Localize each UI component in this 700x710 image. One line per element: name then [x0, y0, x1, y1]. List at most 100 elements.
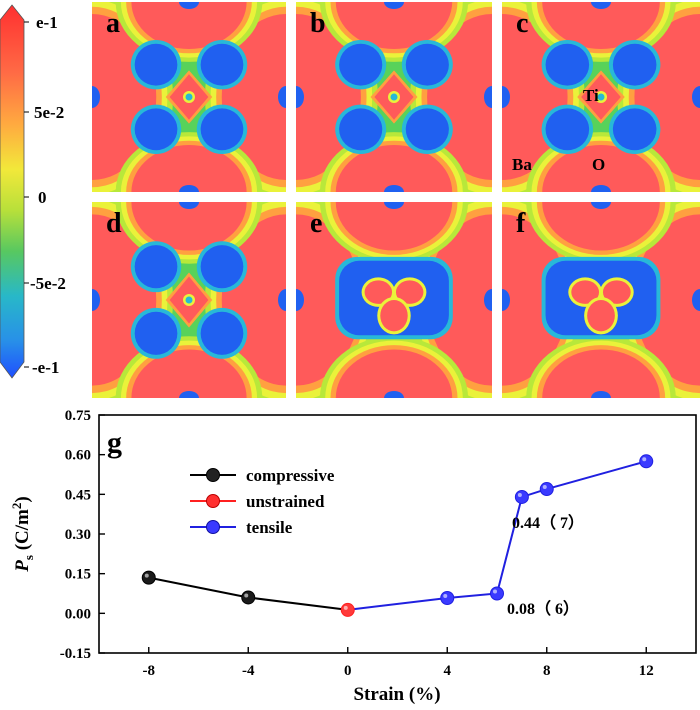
o-core: [179, 202, 199, 209]
data-point-tensile: [514, 489, 529, 504]
y-axis-symbol: P: [12, 560, 33, 573]
contour-panel-a: a: [92, 2, 286, 192]
legend-label: tensile: [246, 518, 293, 537]
annotation-label: 0.44（ 7）: [512, 514, 584, 532]
legend-item-unstrained: unstrained: [190, 492, 325, 511]
y-tick-label: -0.15: [60, 646, 91, 662]
o-core: [179, 2, 199, 9]
y-tick-label: 0.60: [65, 448, 91, 464]
legend-marker: [206, 520, 220, 534]
panel-label: f: [516, 208, 526, 239]
data-point-highlight: [144, 573, 149, 578]
ba-core: [484, 289, 492, 311]
ti-core: [185, 93, 193, 101]
o-core: [179, 391, 199, 398]
y-axis-sup: 2: [9, 503, 24, 510]
ti-lobe: [602, 280, 631, 304]
data-point-highlight: [517, 492, 522, 497]
o-core: [179, 185, 199, 192]
contour-panels: a b c d e f: [92, 2, 700, 398]
x-tick-label: 4: [444, 663, 452, 679]
annotation-label: 0.08（ 6）: [507, 600, 579, 618]
colorbar-tick-label: e-1: [36, 13, 58, 32]
y-tick-label: 0.00: [65, 606, 91, 622]
o-core: [384, 391, 404, 398]
o-lobe: [542, 2, 660, 50]
chart-panel-label: g: [107, 426, 122, 459]
ba-lobe: [502, 214, 568, 386]
ba-lobe: [296, 214, 361, 386]
ba-lobe: [634, 214, 700, 386]
ti-lobe: [380, 300, 408, 332]
depletion-core: [339, 43, 383, 86]
o-lobe: [542, 349, 660, 398]
o-lobe: [542, 202, 660, 251]
data-point-highlight: [542, 485, 547, 490]
y-axis-subscript: s: [21, 555, 36, 560]
atom-label-o: O: [592, 155, 605, 174]
x-tick-label: 0: [344, 663, 352, 679]
o-lobe: [335, 144, 453, 192]
y-tick-label: 0.45: [65, 487, 91, 503]
depletion-core: [200, 108, 244, 151]
depletion-core: [405, 43, 449, 86]
o-core: [591, 391, 611, 398]
data-point-compressive: [141, 570, 156, 585]
colorbar-tick-label: 0: [38, 188, 47, 207]
data-point-tensile: [440, 590, 455, 605]
colorbar-ticks: [24, 21, 29, 368]
ba-core: [502, 86, 510, 108]
data-point-highlight: [642, 457, 647, 462]
colorbar-tick-label: 5e-2: [34, 103, 64, 122]
panel-label: e: [310, 208, 322, 239]
x-tick-label: 8: [543, 663, 551, 679]
colorbar-tick-label: -5e-2: [30, 274, 66, 293]
o-core: [384, 185, 404, 192]
depletion-core: [612, 108, 657, 151]
y-axis-close: ): [12, 496, 33, 502]
depletion-core: [545, 108, 590, 151]
atom-label-ti: Ti: [583, 86, 599, 105]
contour-panel-f: f: [502, 202, 700, 398]
ba-core: [92, 86, 100, 108]
depletion-core: [545, 43, 590, 86]
y-tick-label: 0.15: [65, 567, 91, 583]
legend-label: compressive: [246, 466, 335, 485]
panel-label: b: [310, 8, 326, 39]
x-tick-label: -8: [143, 663, 156, 679]
ba-core: [278, 289, 286, 311]
legend-marker: [206, 468, 220, 482]
ba-core: [502, 289, 510, 311]
ti-lobe: [571, 280, 600, 304]
legend-marker: [206, 494, 220, 508]
atom-label-ba: Ba: [512, 155, 532, 174]
o-lobe: [131, 2, 247, 50]
colorbar-tick-label: -e-1: [32, 358, 59, 377]
data-point-highlight: [493, 589, 497, 594]
y-axis-unit: (C/m: [12, 509, 33, 550]
ba-core: [296, 86, 304, 108]
ba-core: [692, 289, 700, 311]
svg-text:Ps (C/m2): Ps (C/m2): [9, 496, 36, 572]
y-axis: -0.15 0.00 0.15 0.30 0.45 0.60 0.75: [60, 408, 105, 662]
data-point-highlight: [244, 593, 249, 598]
depletion-core: [200, 43, 244, 86]
legend: compressive unstrained tensile: [190, 466, 335, 537]
ba-core: [296, 289, 304, 311]
o-core: [591, 185, 611, 192]
o-core: [384, 202, 404, 209]
ti-core: [390, 93, 398, 101]
ti-lobe: [364, 280, 393, 304]
depletion-core: [339, 108, 383, 151]
ba-core: [92, 289, 100, 311]
panel-label: d: [106, 208, 122, 239]
colorbar: e-1 5e-2 0 -5e-2 -e-1: [0, 4, 66, 379]
legend-item-compressive: compressive: [190, 466, 335, 485]
data-point-tensile: [639, 454, 654, 469]
depletion-core: [405, 108, 449, 151]
x-axis: -8 -4 0 4 8 12: [143, 647, 654, 679]
contour-panel-d: d: [92, 202, 286, 398]
ba-core: [278, 86, 286, 108]
data-point-unstrained: [340, 602, 355, 617]
